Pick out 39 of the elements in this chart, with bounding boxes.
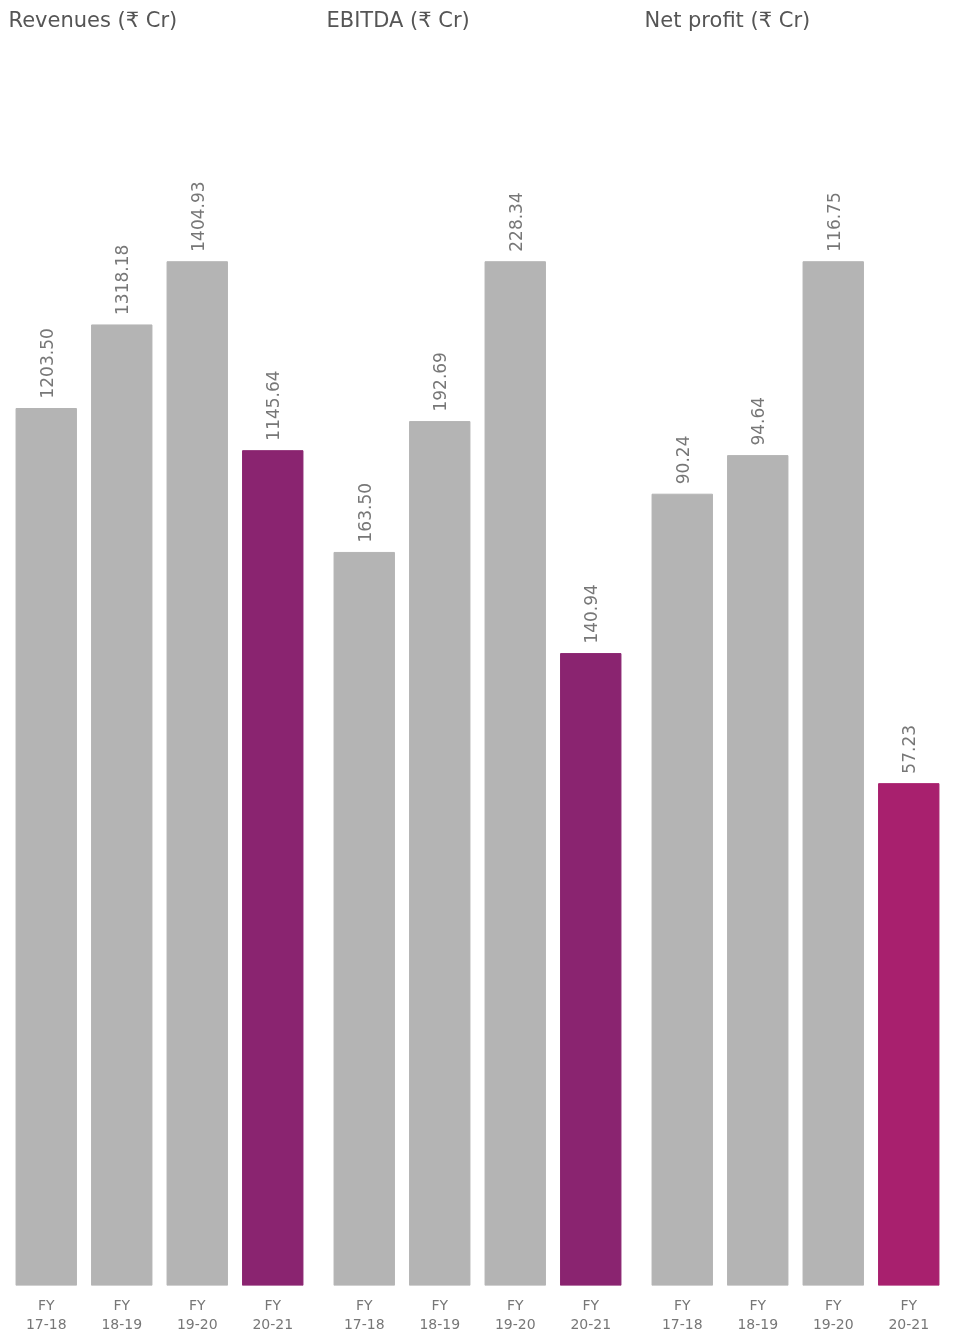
bar (333, 551, 395, 1286)
data-label: 228.34 (505, 192, 526, 252)
data-label: 94.64 (748, 396, 769, 446)
x-tick-label: FY 20-21 (570, 1296, 612, 1332)
data-label: 163.50 (354, 482, 375, 543)
x-tick-label: FY 17-18 (661, 1296, 703, 1332)
bar (727, 455, 789, 1286)
data-label: 1203.50 (36, 328, 57, 399)
data-label: 192.69 (430, 352, 451, 412)
x-tick-label: FY 19-20 (812, 1296, 854, 1332)
bar (409, 421, 471, 1286)
x-tick-label: FY 20-21 (888, 1296, 930, 1332)
bar (166, 261, 228, 1286)
bar (15, 408, 77, 1286)
data-label: 1404.93 (187, 181, 208, 252)
data-label: 116.75 (823, 192, 844, 252)
bar (802, 261, 864, 1286)
x-tick-label: FY 18-19 (737, 1296, 779, 1332)
x-tick-label: FY 17-18 (25, 1296, 67, 1332)
x-tick-label: FY 18-19 (101, 1296, 143, 1332)
x-tick-label: FY 17-18 (343, 1296, 385, 1332)
chart-title: EBITDA (₹ Cr) (326, 7, 470, 32)
bar (560, 653, 622, 1286)
chart-title: Net profit (₹ Cr) (644, 7, 811, 32)
bar (484, 261, 546, 1286)
bar (242, 450, 304, 1286)
bar (878, 783, 940, 1286)
data-label: 1145.64 (263, 370, 284, 441)
data-label: 57.23 (899, 724, 920, 774)
x-tick-label: FY 20-21 (252, 1296, 294, 1332)
data-label: 90.24 (672, 435, 693, 485)
x-tick-label: FY 18-19 (419, 1296, 461, 1332)
bar (651, 493, 713, 1286)
data-label: 1318.18 (112, 244, 133, 315)
chart-title: Revenues (₹ Cr) (8, 7, 178, 32)
data-label: 140.94 (581, 584, 602, 644)
bar (91, 324, 153, 1286)
x-tick-label: FY 19-20 (176, 1296, 218, 1332)
x-tick-label: FY 19-20 (494, 1296, 536, 1332)
